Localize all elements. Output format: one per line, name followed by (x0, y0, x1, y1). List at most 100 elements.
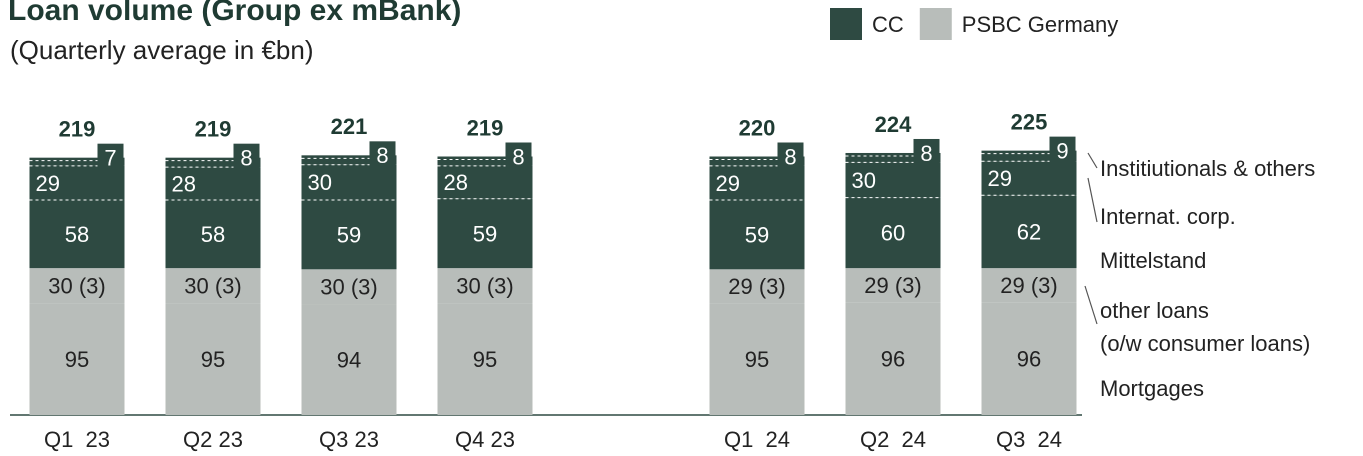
value-label: 7 (104, 145, 116, 170)
legend-swatch (830, 8, 862, 40)
total-label: 219 (467, 115, 504, 140)
value-label: 28 (172, 171, 196, 196)
total-label: 225 (1011, 109, 1048, 134)
x-tick-label: Q1 23 (44, 427, 110, 452)
bar-segment (981, 302, 1077, 415)
value-label-box (777, 142, 804, 173)
value-label: 96 (881, 346, 905, 371)
bar-segment (709, 269, 805, 304)
value-label: 30 (3) (184, 274, 241, 299)
value-label: 29 (36, 171, 60, 196)
value-label: 30 (3) (48, 274, 105, 299)
value-label-box (233, 143, 260, 174)
total-label: 219 (195, 116, 232, 141)
value-label: 59 (745, 222, 769, 247)
bar-segment (165, 157, 261, 168)
bar-segment (981, 195, 1077, 269)
series-label: other loans (o/w consumer loans) (1100, 298, 1310, 356)
value-label: 95 (745, 347, 769, 372)
bar-segment (301, 269, 397, 305)
bar-segment (301, 199, 397, 270)
value-label: 30 (3) (456, 274, 513, 299)
bar-segment (437, 268, 533, 304)
series-label: Institiutionals & others (1100, 156, 1315, 181)
total-label: 219 (59, 116, 96, 141)
series-label-line: other loans (1100, 298, 1209, 323)
total-label: 220 (739, 115, 776, 140)
value-label: 8 (784, 144, 796, 169)
bar-segment (845, 197, 941, 269)
value-label: 59 (337, 222, 361, 247)
series-label-line: (o/w consumer loans) (1100, 331, 1310, 356)
value-label: 59 (473, 221, 497, 246)
value-label: 8 (240, 145, 252, 170)
bar-segment (437, 198, 533, 269)
value-label-box (505, 142, 532, 173)
bar-segment (165, 268, 261, 304)
bar-segment (301, 155, 397, 165)
value-label: 8 (920, 141, 932, 166)
value-label: 30 (3) (320, 275, 377, 300)
legend-swatch (919, 8, 952, 40)
value-label: 58 (201, 222, 225, 247)
bar-segment (709, 303, 805, 415)
value-label: 9 (1056, 138, 1068, 163)
bar-segment (709, 199, 805, 270)
value-label: 8 (376, 143, 388, 168)
value-label: 29 (3) (864, 273, 921, 298)
bar-segment (437, 156, 533, 166)
series-label: Mortgages (1100, 376, 1204, 401)
bar-segment (709, 156, 805, 166)
value-label: 94 (337, 348, 361, 373)
x-tick-label: Q3 24 (996, 427, 1062, 452)
total-label: 224 (875, 112, 912, 137)
value-label: 29 (988, 166, 1012, 191)
series-label: Internat. corp. (1100, 204, 1236, 229)
value-label: 62 (1017, 220, 1041, 245)
chart-subtitle: (Quarterly average in €bn) (10, 35, 313, 65)
bar-segment (301, 304, 397, 415)
bar-segment (29, 157, 125, 166)
legend-label: PSBC Germany (962, 12, 1119, 37)
series-label: Mittelstand (1100, 248, 1206, 273)
value-label: 95 (65, 347, 89, 372)
value-label-box (97, 143, 124, 174)
value-label: 96 (1017, 346, 1041, 371)
bar-segment (845, 152, 941, 163)
x-tick-label: Q2 24 (860, 427, 926, 452)
x-tick-label: Q4 23 (455, 427, 515, 452)
value-label: 58 (65, 222, 89, 247)
x-tick-label: Q1 24 (724, 427, 790, 452)
value-label: 30 (308, 170, 332, 195)
chart-title: Loan volume (Group ex mBank) (8, 0, 461, 27)
legend-label: CC (872, 12, 904, 37)
value-label: 8 (512, 144, 524, 169)
value-label: 29 (716, 171, 740, 196)
leader-lines (1084, 152, 1098, 325)
value-label: 28 (444, 170, 468, 195)
value-label: 95 (201, 347, 225, 372)
value-label: 95 (473, 347, 497, 372)
bar-segment (981, 161, 1077, 196)
bar-segment (845, 302, 941, 415)
bar-segment (981, 268, 1077, 303)
bar-segment (29, 268, 125, 304)
x-tick-label: Q3 23 (319, 427, 379, 452)
value-label: 29 (3) (1000, 273, 1057, 298)
total-label: 221 (331, 114, 368, 139)
value-label-box (1049, 136, 1076, 167)
bar-segment (437, 303, 533, 415)
value-label-box (913, 138, 940, 169)
value-label: 29 (3) (728, 274, 785, 299)
bar-segment (165, 199, 261, 269)
x-tick-label: Q2 23 (183, 427, 243, 452)
value-label: 60 (881, 221, 905, 246)
value-label: 30 (852, 168, 876, 193)
bar-segment (29, 303, 125, 415)
bar-segment (165, 303, 261, 415)
value-label-box (369, 141, 396, 172)
bar-segment (845, 268, 941, 303)
bar-segment (981, 150, 1077, 162)
bar-segment (29, 199, 125, 269)
